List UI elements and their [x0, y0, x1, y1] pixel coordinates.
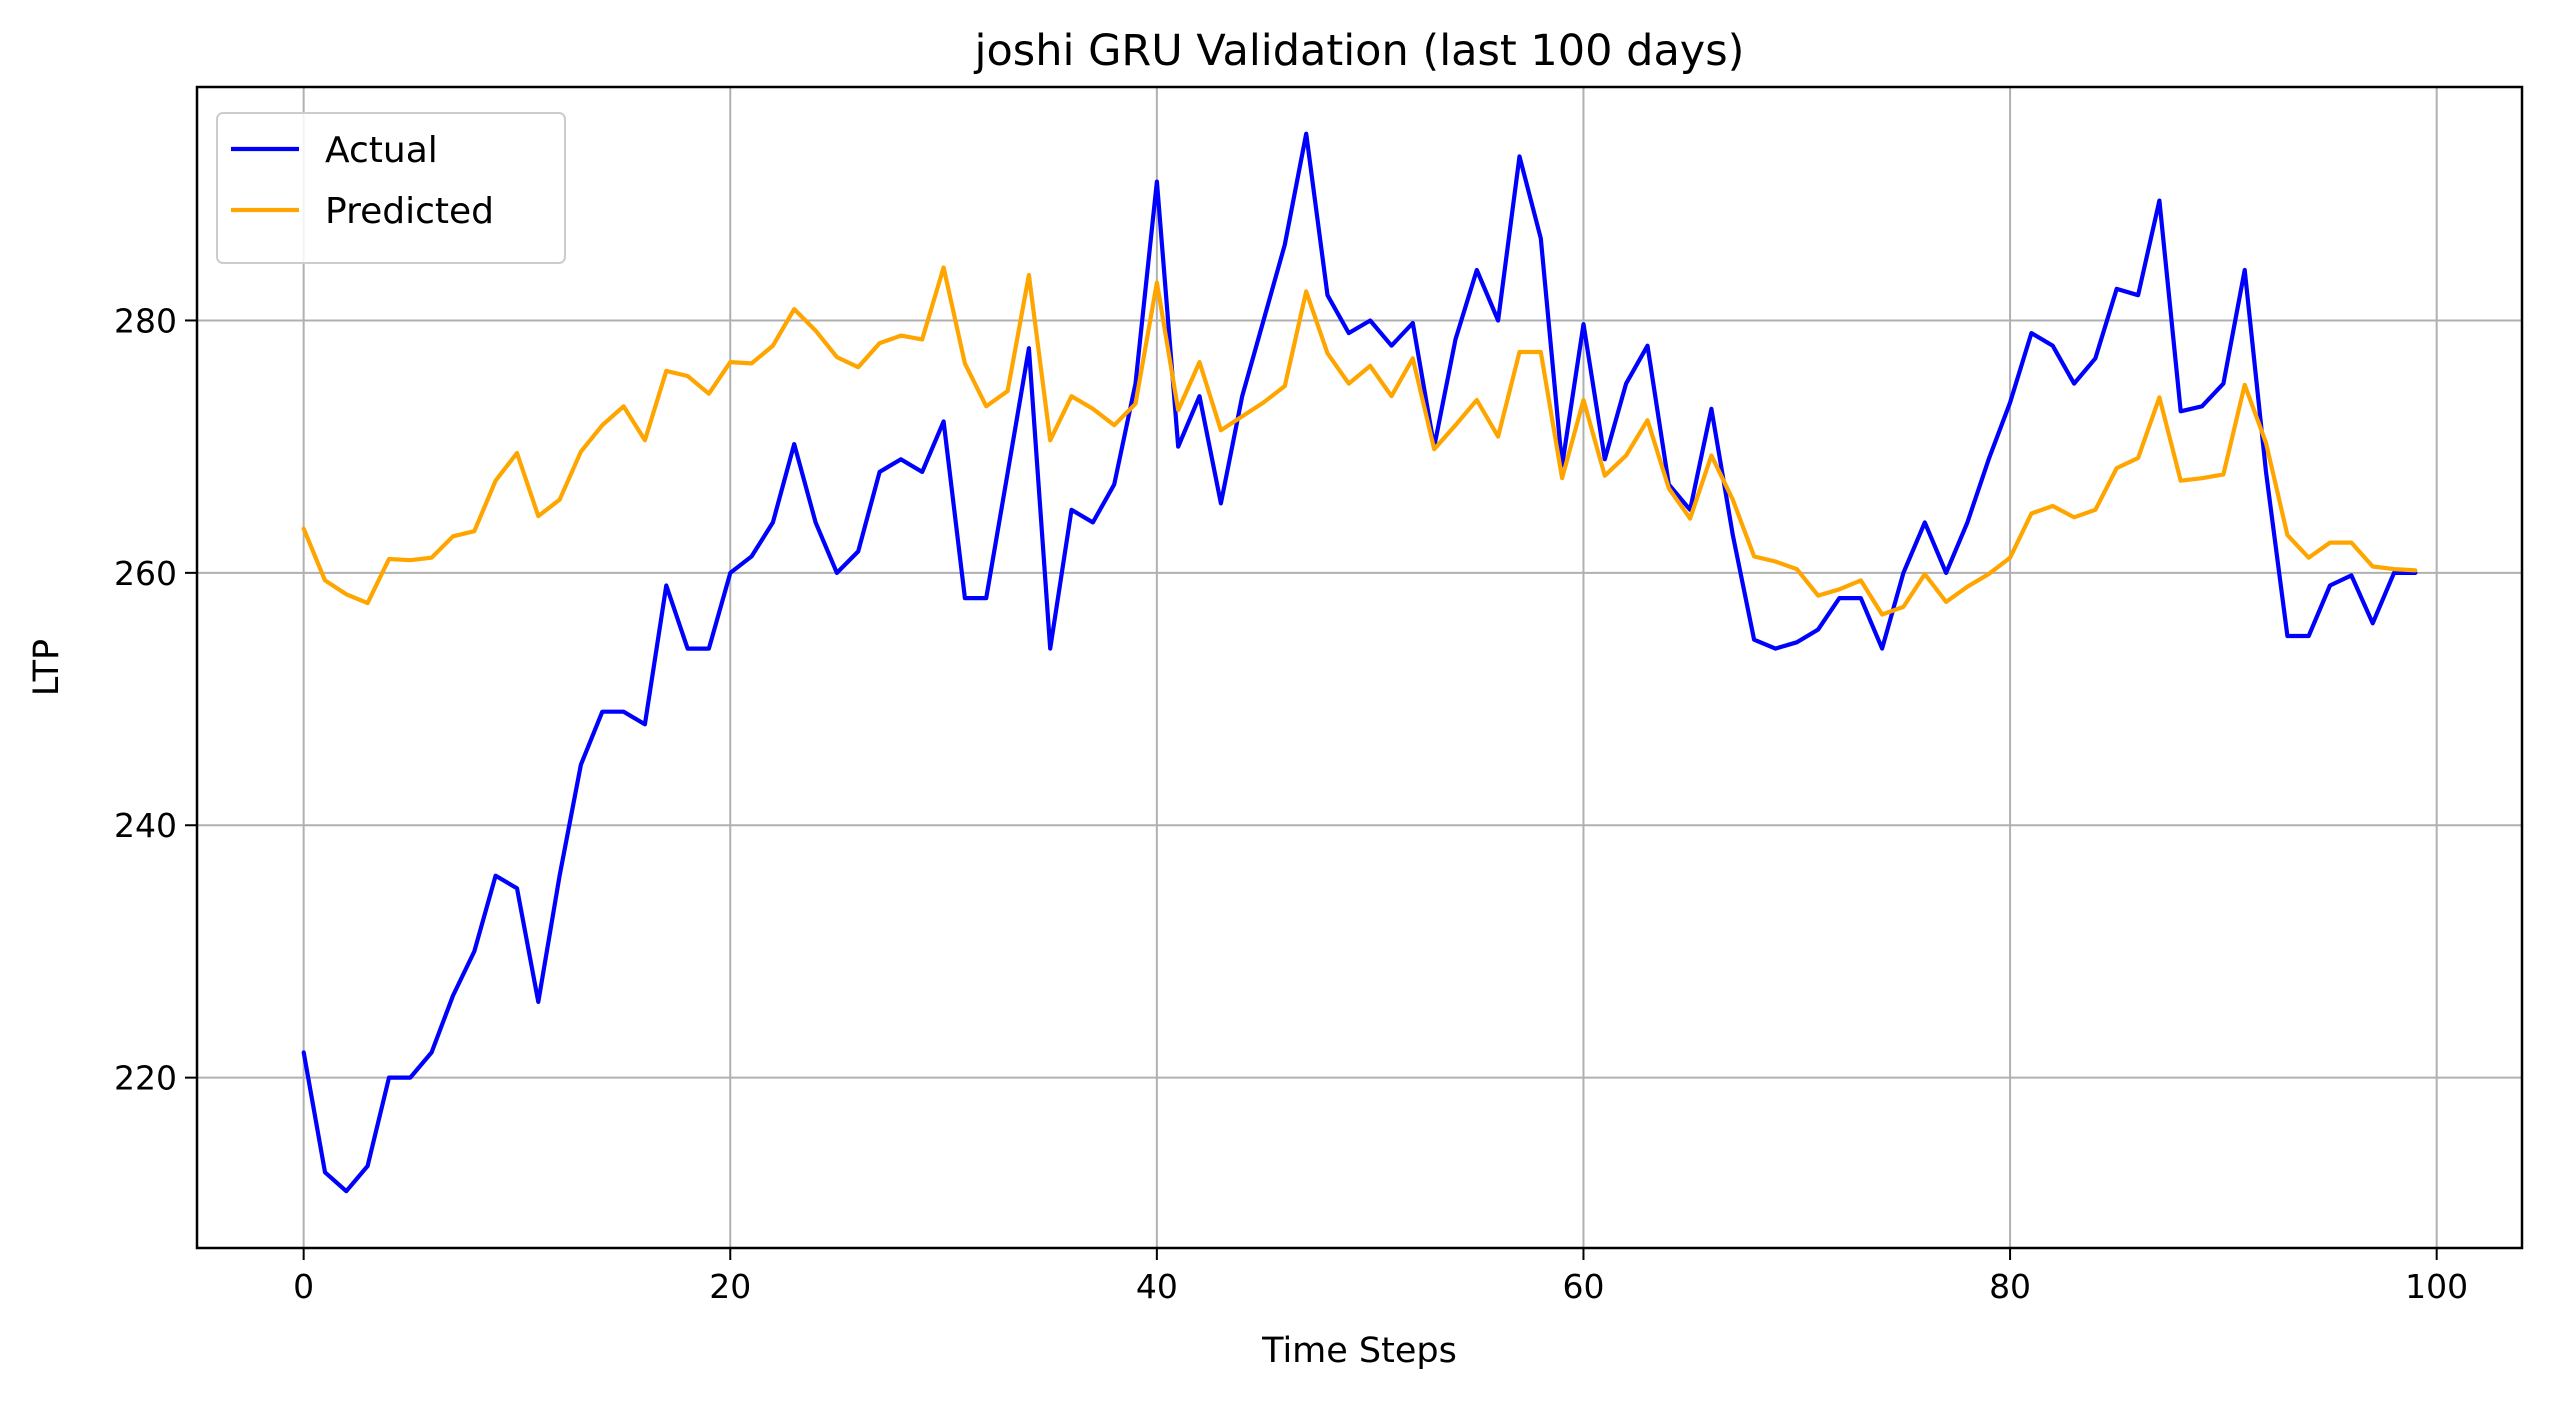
series-line-predicted: [301, 265, 2418, 617]
x-axis-ticks: 0 20 40 60 80 100: [293, 1248, 2468, 1306]
x-tick-label: 100: [2405, 1267, 2468, 1306]
series-line-actual: [301, 131, 2418, 1194]
y-tick-label: 240: [114, 806, 177, 845]
grid-lines: [197, 87, 2522, 1248]
legend-box: [216, 112, 566, 264]
x-tick-label: 40: [1136, 1267, 1178, 1306]
y-axis-ticks: 220 240 260 280: [114, 301, 197, 1098]
x-tick-label: 60: [1562, 1267, 1604, 1306]
x-axis-label: Time Steps: [1261, 1331, 1457, 1371]
y-axis-label: LTP: [27, 639, 67, 696]
x-tick-label: 20: [709, 1267, 751, 1306]
y-tick-label: 220: [114, 1059, 177, 1098]
series-lines: [301, 131, 2418, 1194]
chart-title: joshi GRU Validation (last 100 days): [974, 26, 1745, 76]
legend-label: Actual: [325, 130, 438, 171]
legend: Actual Predicted: [216, 112, 566, 264]
x-tick-label: 80: [1989, 1267, 2031, 1306]
x-tick-label: 0: [293, 1267, 314, 1306]
y-tick-label: 260: [114, 554, 177, 593]
legend-label: Predicted: [325, 191, 494, 232]
y-tick-label: 280: [114, 301, 177, 340]
plot-area-frame: [195, 85, 2524, 1250]
